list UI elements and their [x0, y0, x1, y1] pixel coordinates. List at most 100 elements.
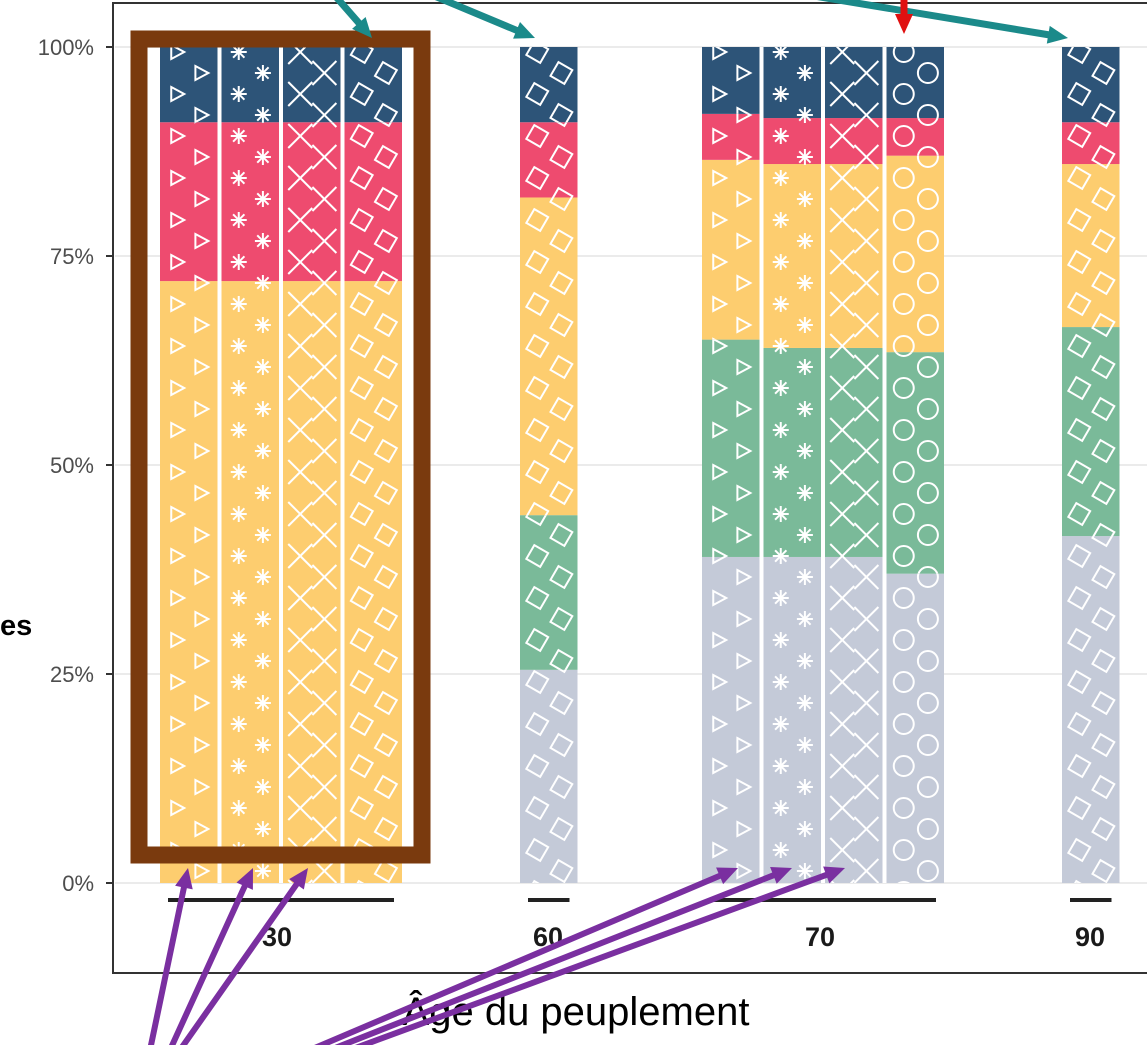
bar-pattern	[349, 281, 399, 883]
pattern-triangle-glyph	[736, 64, 753, 82]
pattern-triangle-glyph	[712, 673, 729, 691]
pattern-asterisk-glyph	[796, 485, 813, 501]
pattern-cross-glyph	[311, 564, 338, 590]
pattern-triangle-glyph	[170, 631, 187, 649]
pattern-circle-glyph	[917, 118, 939, 126]
pattern-triangle-glyph	[736, 484, 753, 502]
pattern-square-glyph	[1066, 375, 1092, 401]
pattern-triangle-glyph	[194, 274, 207, 282]
pattern-square-glyph	[349, 249, 375, 275]
pattern-asterisk-glyph	[772, 296, 789, 312]
pattern-square-glyph	[524, 459, 550, 485]
pattern-cross-glyph	[287, 543, 313, 569]
pattern-cross-glyph	[311, 312, 338, 338]
pattern-asterisk-glyph	[254, 401, 271, 417]
pattern-triangle-glyph	[194, 862, 211, 880]
pattern-cross-glyph	[853, 858, 880, 884]
pattern-triangle-glyph	[194, 190, 211, 208]
pattern-asterisk-glyph	[772, 556, 789, 564]
pattern-square-glyph	[373, 228, 399, 254]
pattern-triangle-glyph	[170, 547, 187, 565]
pattern-circle-glyph	[897, 881, 911, 883]
pattern-asterisk-glyph	[796, 527, 813, 543]
pattern-square-glyph	[549, 732, 574, 758]
bar-segment	[344, 122, 402, 282]
bar-pattern	[1066, 122, 1116, 165]
pattern-cross-glyph	[853, 816, 880, 842]
pattern-square-glyph	[349, 795, 375, 821]
pattern-square-glyph	[1091, 732, 1116, 758]
pattern-asterisk-glyph	[772, 338, 789, 348]
bar-pattern	[1066, 327, 1116, 537]
pattern-triangle-glyph	[736, 778, 753, 796]
annotation-arrow	[314, 867, 738, 1045]
pattern-square-glyph	[1091, 648, 1116, 674]
pattern-circle-glyph	[892, 293, 915, 315]
bar-pattern	[349, 122, 399, 282]
pattern-square-glyph	[524, 515, 550, 527]
pattern-asterisk-glyph	[254, 65, 271, 81]
pattern-asterisk-glyph	[796, 737, 813, 753]
pattern-square-glyph	[373, 774, 399, 800]
pattern-asterisk-glyph	[772, 548, 789, 557]
pattern-asterisk-glyph	[254, 281, 271, 291]
bar-pattern	[170, 47, 211, 123]
pattern-square-glyph	[373, 186, 399, 212]
pattern-triangle-glyph	[194, 778, 211, 796]
pattern-circle-glyph	[916, 860, 939, 882]
pattern-asterisk-glyph	[772, 170, 789, 186]
pattern-cross-glyph	[287, 81, 313, 107]
pattern-asterisk-glyph	[772, 128, 789, 144]
pattern-triangle-glyph	[170, 799, 187, 817]
pattern-circle-glyph	[916, 314, 939, 336]
pattern-cross-glyph	[287, 249, 313, 275]
pattern-triangle-glyph	[736, 358, 753, 376]
pattern-square-glyph	[1091, 774, 1116, 800]
pattern-triangle-glyph	[736, 736, 753, 754]
pattern-triangle-glyph	[712, 379, 729, 397]
pattern-square-glyph	[349, 47, 375, 65]
pattern-asterisk-glyph	[230, 800, 247, 816]
pattern-asterisk-glyph	[230, 758, 247, 774]
pattern-circle-glyph	[892, 125, 915, 147]
pattern-cross-glyph	[311, 438, 338, 464]
bar-pattern	[230, 122, 271, 282]
pattern-cross-glyph	[829, 249, 855, 275]
pattern-asterisk-glyph	[772, 212, 789, 228]
pattern-square-glyph	[549, 228, 574, 254]
bar-pattern	[772, 164, 813, 348]
pattern-square-glyph	[1091, 102, 1116, 123]
pattern-cross-glyph	[853, 774, 880, 800]
pattern-triangle-glyph	[712, 253, 729, 271]
pattern-circle-glyph	[892, 251, 915, 273]
pattern-square-glyph	[349, 711, 375, 737]
pattern-triangle-glyph	[170, 47, 187, 61]
pattern-asterisk-glyph	[772, 590, 789, 606]
pattern-square-glyph	[1091, 186, 1116, 212]
pattern-triangle-glyph	[736, 610, 753, 628]
pattern-triangle-glyph	[712, 757, 729, 775]
pattern-square-glyph	[524, 333, 550, 359]
pattern-circle-glyph	[917, 566, 939, 574]
pattern-circle-glyph	[892, 377, 915, 399]
pattern-asterisk-glyph	[254, 821, 271, 837]
bar-pattern	[772, 47, 813, 119]
pattern-triangle-glyph	[736, 568, 753, 586]
pattern-triangle-glyph	[736, 526, 753, 544]
pattern-square-glyph	[1092, 902, 1114, 924]
pattern-asterisk-glyph	[796, 443, 813, 459]
bar-pattern	[772, 118, 813, 165]
pattern-cross-glyph	[311, 186, 338, 212]
pattern-triangle-glyph	[170, 463, 187, 481]
bar-pattern	[287, 122, 338, 282]
pattern-triangle-glyph	[712, 169, 729, 187]
pattern-square-glyph	[1066, 249, 1092, 275]
pattern-triangle-glyph	[194, 64, 211, 82]
pattern-asterisk-glyph	[772, 842, 789, 858]
pattern-asterisk-glyph	[796, 821, 813, 837]
pattern-cross-glyph	[853, 732, 880, 758]
bar-pattern	[829, 556, 880, 884]
pattern-cross-glyph	[287, 417, 313, 443]
pattern-square-glyph	[549, 522, 574, 548]
pattern-cross-glyph	[311, 228, 338, 254]
